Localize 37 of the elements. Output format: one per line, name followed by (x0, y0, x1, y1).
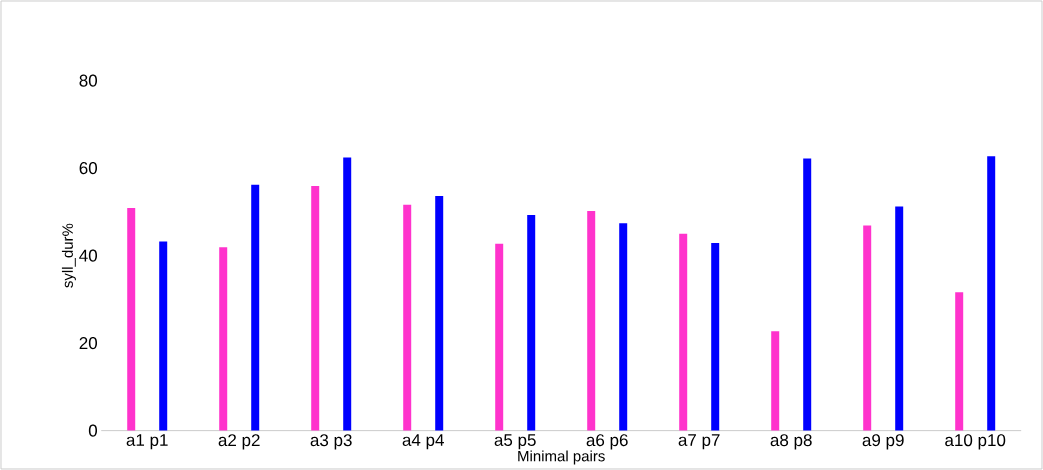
bar (587, 210, 596, 431)
bar (527, 214, 536, 431)
y-tick-label: 20 (79, 337, 98, 350)
bar (679, 233, 688, 431)
x-tick-label: a7 p7 (678, 434, 720, 450)
bar (863, 225, 872, 431)
bar (711, 242, 720, 431)
bar (343, 157, 352, 431)
x-tick-label: a2 p2 (218, 434, 260, 450)
x-tick-label: a5 p5 (494, 434, 536, 450)
x-axis-title: Minimal pairs (518, 450, 605, 465)
bar (803, 158, 812, 431)
bar (435, 196, 444, 431)
x-tick-label: a6 p6 (586, 434, 628, 450)
bar (159, 241, 168, 431)
x-tick-label: a10 p10 (945, 434, 1006, 450)
bar (619, 223, 628, 431)
x-tick-label: a8 p8 (770, 434, 812, 450)
bar (895, 206, 904, 431)
bar (127, 207, 136, 431)
bar (311, 186, 320, 431)
bar (771, 331, 780, 431)
x-tick-label: a9 p9 (862, 434, 904, 450)
y-axis-title: syll_dur% (61, 223, 76, 288)
x-tick-label: a1 p1 (126, 434, 168, 450)
bar (251, 184, 260, 431)
y-tick-label: 80 (79, 74, 98, 87)
bar (955, 292, 964, 431)
y-tick-label: 0 (88, 424, 98, 437)
y-tick-label: 60 (79, 162, 98, 175)
bar (987, 156, 996, 431)
bar (219, 247, 228, 431)
y-tick-label: 40 (79, 249, 98, 262)
x-tick-label: a3 p3 (310, 434, 352, 450)
bar (495, 243, 504, 431)
x-tick-label: a4 p4 (402, 434, 444, 450)
bar (403, 204, 412, 431)
